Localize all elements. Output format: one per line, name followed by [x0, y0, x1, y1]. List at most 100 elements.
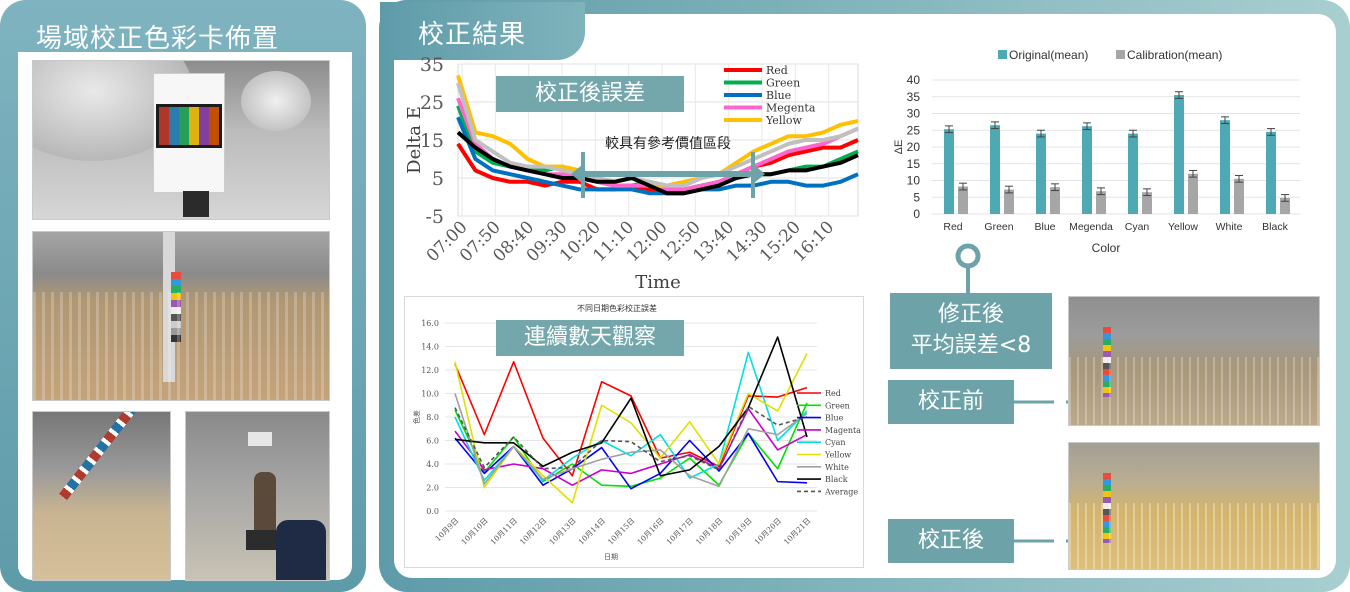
series-line-blue — [456, 116, 859, 196]
y-tick-label: 10.0 — [421, 390, 439, 399]
legend-label-originalmean: Original(mean) — [1009, 48, 1088, 62]
photo-before-calibration — [1068, 296, 1320, 426]
bar-originalmean-black — [1266, 131, 1276, 214]
legend-label-red: Red — [825, 389, 841, 398]
bar-calibrationmean-cyan — [1142, 192, 1152, 214]
avg-error-line1: 修正後 — [937, 302, 1004, 327]
y-tick-label: 35 — [420, 56, 444, 76]
photo-barn-color-pillar — [32, 231, 330, 401]
photo-color-bar-diagonal — [32, 411, 171, 581]
x-tick-label: 10月13日 — [547, 516, 577, 546]
right-panel-title: 校正結果 — [418, 20, 527, 50]
y-tick-label: 20 — [907, 140, 921, 154]
after-error-label: 校正後誤差 — [496, 76, 684, 112]
swatch-grid — [159, 107, 219, 145]
chicks-texture — [33, 292, 329, 400]
before-label: 校正前 — [888, 380, 1014, 424]
color-checker-card — [153, 73, 225, 193]
series-line-unlabeled-6 — [456, 130, 859, 196]
y-tick-label: 15 — [420, 130, 444, 152]
original-vs-calibration-bar-chart: 40 35 30 25 20 15 10 5 0 ΔE Red Green Blue Megenda Cya… — [893, 48, 1300, 255]
legend-swatch-calibrationmean — [1116, 50, 1125, 59]
photo-after-calibration — [1068, 442, 1320, 570]
x-tick-label: White — [1216, 221, 1243, 233]
bar-originalmean-white — [1220, 120, 1230, 214]
bar-originalmean-megenda — [1082, 126, 1092, 214]
y-tick-label: 0 — [913, 207, 920, 221]
x-tick-label: 10月16日 — [635, 516, 665, 546]
x-tick-label: Black — [1262, 221, 1288, 233]
after-label: 校正後 — [888, 519, 1014, 563]
y-tick-label: 8.0 — [426, 413, 439, 422]
color-checker-swatches — [156, 104, 222, 148]
y-tick-label: 10 — [907, 174, 921, 188]
photo-workers-setup — [185, 411, 330, 581]
y-tick-label: 25 — [420, 92, 444, 114]
bar-originalmean-yellow — [1174, 95, 1184, 214]
series-line-black — [454, 336, 808, 477]
x-tick-label: 10月19日 — [723, 516, 753, 546]
y-tick-label: 0.0 — [426, 507, 439, 516]
bar-calibrationmean-white — [1234, 178, 1244, 214]
laptop — [246, 530, 276, 550]
bar-originalmean-cyan — [1128, 133, 1138, 214]
x-tick-label: Red — [943, 221, 962, 233]
card-held — [248, 432, 272, 446]
y-tick-label: 4.0 — [426, 460, 439, 469]
x-tick-label: Megenda — [1069, 221, 1113, 233]
x-tick-label: 10月14日 — [577, 516, 607, 546]
y-tick-label: 6.0 — [426, 437, 439, 446]
legend-label-blue: Blue — [825, 414, 844, 423]
bar-originalmean-red — [944, 129, 954, 214]
bar-calibrationmean-blue — [1050, 187, 1060, 214]
x-axis-title: 日期 — [604, 553, 618, 561]
series-line-red — [454, 360, 808, 477]
y-tick-label: 30 — [907, 107, 921, 121]
x-tick-label: 10月10日 — [459, 516, 489, 546]
series-line-white — [454, 393, 808, 488]
pillar — [163, 232, 175, 382]
bar-calibrationmean-black — [1280, 197, 1290, 214]
bar-originalmean-green — [990, 125, 1000, 214]
legend-swatch-originalmean — [998, 50, 1007, 59]
color-bar — [59, 412, 160, 501]
x-tick-label: Green — [984, 221, 1013, 233]
y-axis-title: Delta E — [404, 106, 425, 174]
x-tick-label: 10月12日 — [518, 516, 548, 546]
x-tick-label: 10月15日 — [606, 516, 636, 546]
y-tick-label: 5 — [432, 168, 444, 190]
series-line-blue — [454, 432, 808, 490]
reference-arrow-left-head — [571, 164, 583, 184]
color-strip-before — [1103, 327, 1111, 397]
y-tick-label: 5 — [913, 190, 920, 204]
y-tick-label: 15 — [907, 157, 921, 171]
legend-label-average: Average — [824, 487, 858, 496]
x-tick-label: Blue — [1034, 221, 1055, 233]
delta-e-time-chart: 3525155-507:0007:5008:4009:3010:2011:101… — [404, 56, 859, 293]
y-tick-label: 40 — [907, 73, 921, 87]
bar-originalmean-blue — [1036, 133, 1046, 214]
legend-label-calibrationmean: Calibration(mean) — [1127, 48, 1222, 62]
person-legs — [183, 191, 209, 217]
legend-label-black: Black — [825, 475, 848, 484]
bar-calibrationmean-red — [958, 186, 968, 214]
multi-day-error-chart: 不同日期色彩校正誤差 16.0 14.0 12.0 10.0 8.0 6.0 4.0 2.0 0.… — [412, 303, 861, 561]
y-tick-label: 14.0 — [421, 343, 439, 352]
y-tick-label: 25 — [907, 123, 921, 137]
y-tick-label: -5 — [425, 206, 444, 228]
avg-error-box: 修正後 平均誤差<8 — [890, 293, 1052, 369]
x-tick-label: 10月9日 — [433, 516, 460, 543]
reference-period-label: 較具有參考價值區段 — [605, 135, 731, 152]
left-panel-title: 場域校正色彩卡佈置 — [36, 24, 280, 54]
legend-label-red: Red — [766, 64, 788, 77]
chart-title: 不同日期色彩校正誤差 — [577, 303, 657, 313]
y-axis-title: ΔE — [893, 140, 905, 155]
bar-calibrationmean-yellow — [1188, 173, 1198, 214]
right-title-bar: 校正結果 — [380, 2, 585, 60]
continuous-days-label: 連續數天觀察 — [496, 320, 684, 356]
chicks-before — [1069, 357, 1319, 425]
y-tick-label: 12.0 — [421, 366, 439, 375]
bar-calibrationmean-megenda — [1096, 191, 1106, 214]
legend-label-blue: Blue — [766, 89, 791, 102]
x-axis-title: Color — [1092, 241, 1121, 255]
